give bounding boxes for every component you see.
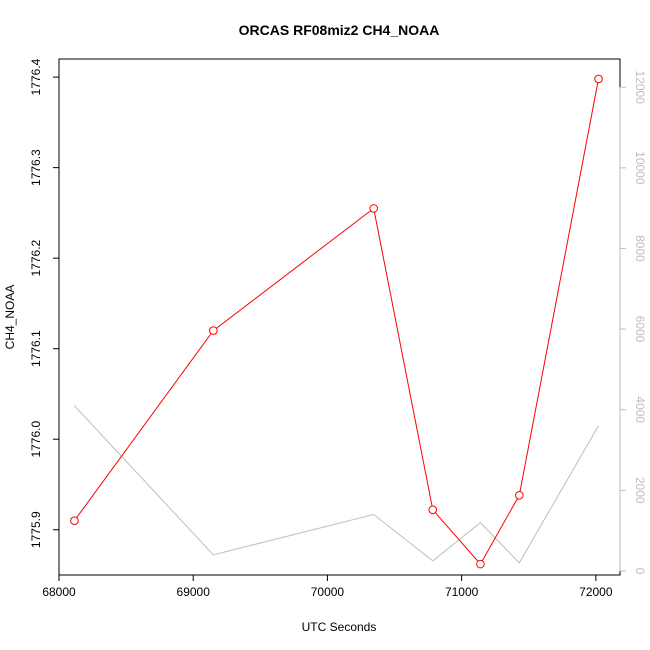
x-axis-label: UTC Seconds xyxy=(302,620,377,634)
y-tick-label: 1776.0 xyxy=(29,421,43,458)
y2-axis: 0 2000 4000 6000 8000 10000 12000 xyxy=(619,71,647,575)
series-layer xyxy=(70,74,603,569)
y2-tick-label: 0 xyxy=(633,568,647,575)
x-tick-label: 69000 xyxy=(177,585,211,599)
data-point xyxy=(428,505,438,515)
y-axis-label: CH4_NOAA xyxy=(3,285,17,350)
y2-tick-label: 6000 xyxy=(633,316,647,343)
plot-frame xyxy=(58,58,621,576)
y-axis: 1775.9 1776.0 1776.1 1776.2 1776.3 1776.4 xyxy=(29,58,60,548)
y2-tick-label: 8000 xyxy=(633,235,647,262)
secondary-series-line xyxy=(74,405,599,564)
y2-tick-label: 2000 xyxy=(633,477,647,504)
data-point xyxy=(594,74,603,84)
y-tick-label: 1776.1 xyxy=(29,330,43,367)
x-tick-label: 68000 xyxy=(42,585,76,599)
x-axis: 68000 69000 70000 71000 72000 xyxy=(42,574,613,599)
y2-tick-label: 12000 xyxy=(633,71,647,105)
data-point xyxy=(476,559,485,569)
y2-tick-label: 10000 xyxy=(633,151,647,185)
y-tick-label: 1776.4 xyxy=(29,58,43,95)
data-point xyxy=(369,204,379,213)
x-tick-label: 72000 xyxy=(579,585,613,599)
x-tick-label: 70000 xyxy=(311,585,345,599)
y-tick-label: 1775.9 xyxy=(29,511,43,548)
y-tick-label: 1776.3 xyxy=(29,149,43,186)
y-tick-label: 1776.2 xyxy=(29,239,43,276)
y2-tick-label: 4000 xyxy=(633,396,647,423)
data-point xyxy=(70,516,79,525)
x-tick-label: 71000 xyxy=(445,585,479,599)
chart-title: ORCAS RF08miz2 CH4_NOAA xyxy=(239,22,440,38)
data-point xyxy=(209,326,218,335)
data-point xyxy=(515,491,524,500)
